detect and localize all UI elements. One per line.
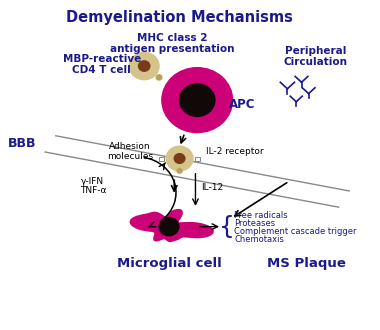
Text: Demyelination Mechanisms: Demyelination Mechanisms xyxy=(66,10,293,25)
Text: Microglial cell: Microglial cell xyxy=(117,257,221,271)
Text: IL-2 receptor: IL-2 receptor xyxy=(206,147,264,156)
Text: Proteases: Proteases xyxy=(234,219,276,228)
Circle shape xyxy=(162,68,233,133)
Text: MS Plaque: MS Plaque xyxy=(268,257,346,271)
Circle shape xyxy=(159,217,179,236)
Text: TNF-α: TNF-α xyxy=(80,186,106,195)
Circle shape xyxy=(166,146,193,171)
Text: IL-12: IL-12 xyxy=(201,183,223,192)
Text: BBB: BBB xyxy=(8,137,36,150)
Text: {: { xyxy=(219,214,235,239)
Circle shape xyxy=(129,52,159,80)
Text: Complement cascade trigger: Complement cascade trigger xyxy=(234,227,357,236)
Text: Peripheral
Circulation: Peripheral Circulation xyxy=(283,46,348,67)
Polygon shape xyxy=(130,209,214,242)
Circle shape xyxy=(139,61,150,71)
Text: γ-IFN: γ-IFN xyxy=(81,177,104,186)
Text: Chemotaxis: Chemotaxis xyxy=(234,235,284,244)
Text: MHC class 2
antigen presentation: MHC class 2 antigen presentation xyxy=(110,33,235,54)
Circle shape xyxy=(177,169,182,173)
Text: Adhesion
molecules: Adhesion molecules xyxy=(107,142,153,161)
Circle shape xyxy=(156,75,162,80)
Text: Free radicals: Free radicals xyxy=(234,211,288,220)
FancyBboxPatch shape xyxy=(159,157,164,161)
Text: MBP-reactive
CD4 T cell: MBP-reactive CD4 T cell xyxy=(63,53,141,75)
FancyBboxPatch shape xyxy=(195,157,200,161)
Circle shape xyxy=(180,84,215,116)
Circle shape xyxy=(174,154,185,163)
Text: APC: APC xyxy=(229,98,255,112)
